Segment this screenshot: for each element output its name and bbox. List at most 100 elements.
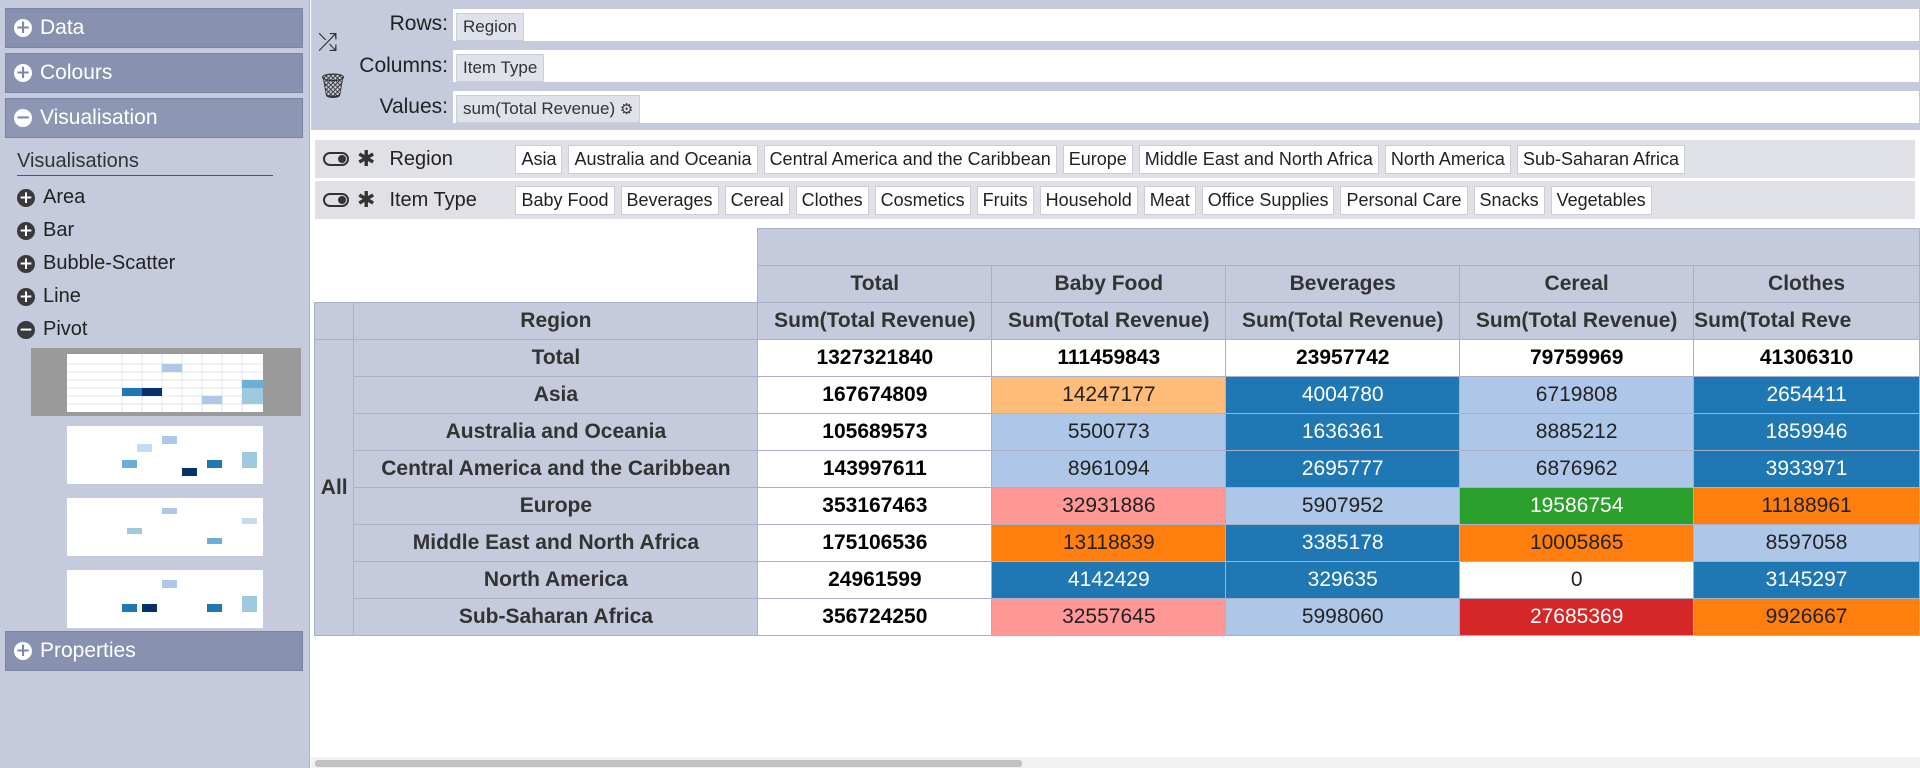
filter-chip[interactable]: Meat [1143,185,1196,215]
filter-chip[interactable]: Clothes [795,185,869,215]
filter-chip[interactable]: Household [1039,185,1138,215]
pivot-table: Total Baby Food Beverages Cereal Clothes… [313,228,1920,636]
value-cell: 41306310 [1693,339,1920,377]
filter-chip[interactable]: Fruits [976,185,1034,215]
accordion-colours[interactable]: + Colours [5,53,303,93]
toggle-icon[interactable] [323,193,349,207]
plus-circle-icon: + [17,220,35,241]
measure-header: Sum(Total Revenue) [757,302,993,340]
value-cell: 1636361 [1225,413,1461,451]
pivot-thumbnail-1[interactable] [31,348,301,416]
filter-chip[interactable]: Vegetables [1550,185,1652,215]
blank-corner [314,265,758,303]
plus-circle-icon: + [14,62,32,83]
column-group-header [757,228,1920,266]
filter-chip[interactable]: Middle East and North Africa [1138,144,1379,174]
value-cell: 9926667 [1693,598,1920,636]
value-cell: 8885212 [1459,413,1695,451]
value-cell: 23957742 [1225,339,1461,377]
filter-chip[interactable]: Central America and the Caribbean [763,144,1057,174]
row-header[interactable]: Region [353,302,759,340]
filter-chip[interactable]: Office Supplies [1201,185,1335,215]
columns-label: Columns: [359,54,448,77]
asterisk-icon[interactable]: ✱ [357,146,376,172]
columns-chip[interactable]: Item Type [456,54,545,82]
column-header[interactable]: Cereal [1459,265,1695,303]
vis-item-area[interactable]: + Area [17,186,85,209]
plus-circle-icon: + [17,253,35,274]
value-cell: 143997611 [757,450,993,488]
accordion-data-label: Data [40,16,85,39]
filter-row-region: ✱ Region Asia Australia and Oceania Centra… [315,140,1915,178]
value-cell: 10005865 [1459,524,1695,562]
pivot-thumbnail-2[interactable] [31,420,301,488]
gear-icon[interactable]: ⚙ [619,100,634,118]
column-header[interactable]: Total [757,265,993,303]
shuffle-icon[interactable]: ⤮ [318,28,338,56]
value-cell: 3145297 [1693,561,1920,599]
accordion-visualisation[interactable]: − Visualisation [5,98,303,138]
pivot-thumbnail-4[interactable] [31,564,301,632]
value-cell: 105689573 [757,413,993,451]
filter-chip[interactable]: Cereal [724,185,790,215]
value-cell: 329635 [1225,561,1461,599]
row-label: Asia [353,376,759,414]
filter-chip[interactable]: Beverages [620,185,719,215]
accordion-properties-label: Properties [40,639,136,662]
pivot-thumbnail-graphic [67,570,263,628]
value-cell: 167674809 [757,376,993,414]
row-label: Australia and Oceania [353,413,759,451]
filter-chip[interactable]: North America [1384,144,1511,174]
plus-circle-icon: + [14,17,32,38]
value-cell: 14247177 [991,376,1227,414]
plus-circle-icon: + [17,286,35,307]
vis-item-line[interactable]: + Line [17,285,81,308]
vis-item-bubble-scatter[interactable]: + Bubble-Scatter [17,252,175,275]
rows-chip[interactable]: Region [456,13,524,41]
filter-chip[interactable]: Europe [1062,144,1133,174]
accordion-properties[interactable]: + Properties [5,631,303,671]
column-header[interactable]: Baby Food [991,265,1227,303]
filter-chip[interactable]: Australia and Oceania [568,144,758,174]
vis-item-label: Bubble-Scatter [43,252,176,274]
horizontal-scrollbar[interactable] [311,757,1920,768]
filter-chip[interactable]: Cosmetics [874,185,971,215]
value-cell: 356724250 [757,598,993,636]
blank-header [313,302,355,340]
value-cell: 6719808 [1459,376,1695,414]
columns-shelf[interactable]: Item Type [452,49,1920,83]
filter-chip[interactable]: Asia [515,144,563,174]
filter-panel: ✱ Region Asia Australia and Oceania Centra… [311,136,1920,224]
vis-item-bar[interactable]: + Bar [17,219,74,242]
filter-name: Region [389,147,453,170]
value-cell: 3933971 [1693,450,1920,488]
toggle-icon[interactable] [323,152,349,166]
minus-circle-icon: − [14,107,32,128]
vis-item-label: Line [43,285,81,307]
value-cell: 19586754 [1459,487,1695,525]
rows-shelf[interactable]: Region [452,8,1920,42]
measure-header: Sum(Total Revenue) [991,302,1227,340]
measure-header: Sum(Total Reve [1693,302,1920,340]
values-chip[interactable]: sum(Total Revenue) ⚙ [456,95,641,123]
values-shelf[interactable]: sum(Total Revenue) ⚙ [452,90,1920,124]
measure-header: Sum(Total Revenue) [1459,302,1695,340]
filter-chip[interactable]: Sub-Saharan Africa [1516,144,1686,174]
value-cell: 11188961 [1693,487,1920,525]
value-cell: 32931886 [991,487,1227,525]
value-cell: 5500773 [991,413,1227,451]
pivot-thumbnail-graphic [67,498,263,556]
vis-item-label: Pivot [43,318,88,340]
filter-chip[interactable]: Baby Food [515,185,615,215]
trash-icon[interactable]: 🗑 [318,72,349,100]
column-header[interactable]: Beverages [1225,265,1461,303]
value-cell: 111459843 [991,339,1227,377]
asterisk-icon[interactable]: ✱ [357,187,376,213]
scrollbar-thumb[interactable] [315,760,1022,767]
filter-chip[interactable]: Snacks [1473,185,1545,215]
filter-chip[interactable]: Personal Care [1340,185,1468,215]
pivot-thumbnail-3[interactable] [31,492,301,560]
accordion-data[interactable]: + Data [5,8,303,48]
column-header[interactable]: Clothes [1693,265,1920,303]
vis-item-pivot[interactable]: − Pivot [17,318,87,341]
